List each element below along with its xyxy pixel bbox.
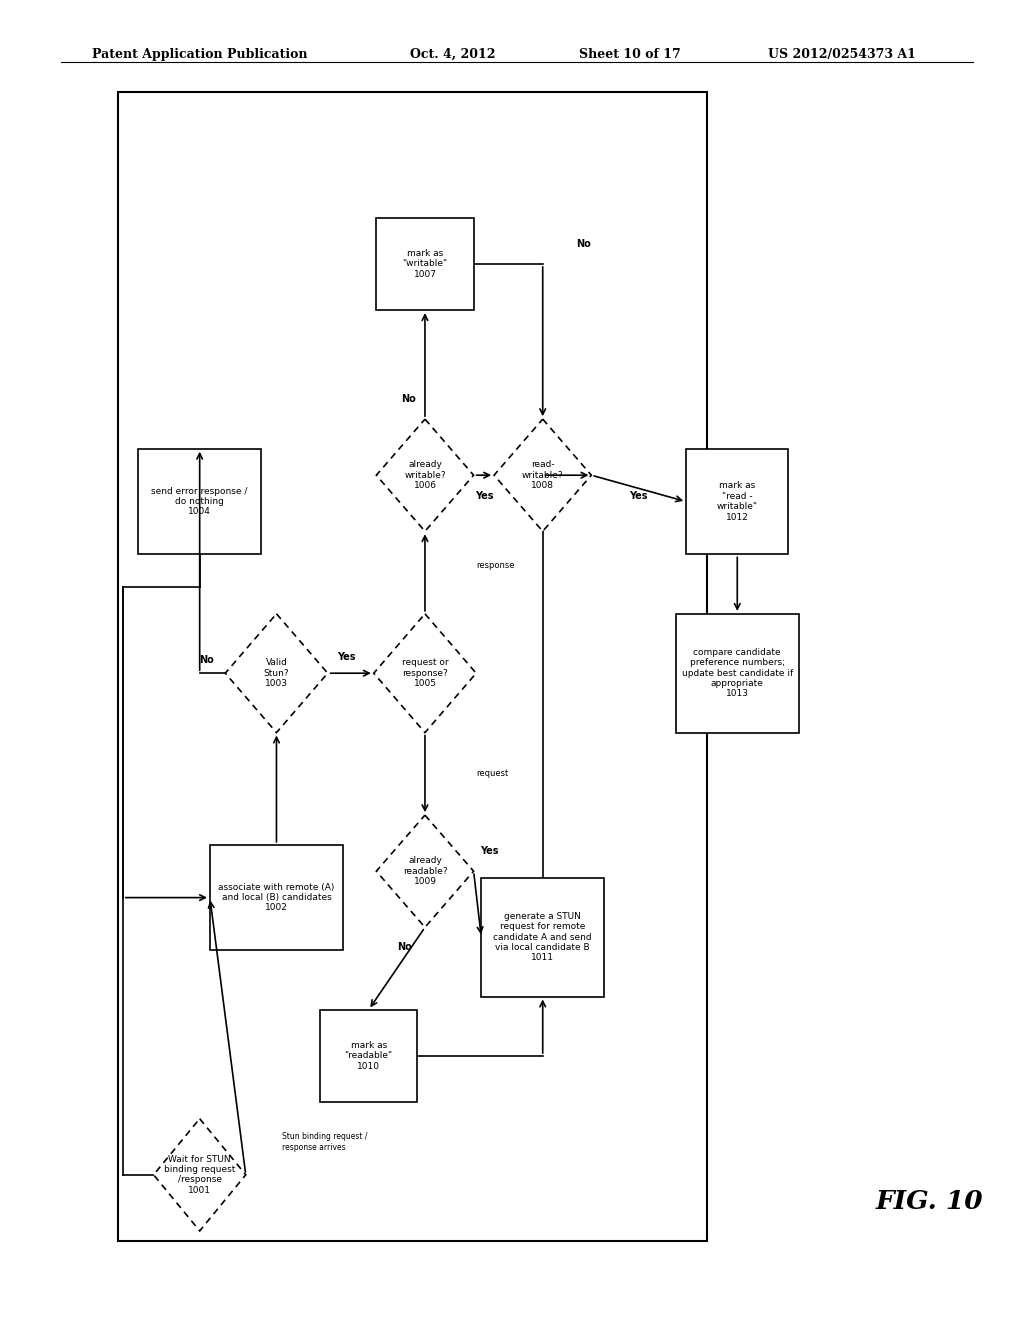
Text: associate with remote (A)
and local (B) candidates
1002: associate with remote (A) and local (B) … <box>218 883 335 912</box>
Text: FIG. 10: FIG. 10 <box>876 1189 983 1213</box>
FancyBboxPatch shape <box>481 878 604 997</box>
Polygon shape <box>154 1119 246 1230</box>
Text: Yes: Yes <box>337 652 355 663</box>
Text: read-
writable?
1008: read- writable? 1008 <box>522 461 563 490</box>
FancyBboxPatch shape <box>319 1010 418 1102</box>
FancyBboxPatch shape <box>377 218 473 310</box>
Text: Yes: Yes <box>474 491 494 502</box>
FancyBboxPatch shape <box>118 92 707 1241</box>
Text: Valid
Stun?
1003: Valid Stun? 1003 <box>263 659 290 688</box>
Text: No: No <box>397 942 412 952</box>
Text: Yes: Yes <box>630 491 648 502</box>
Text: Sheet 10 of 17: Sheet 10 of 17 <box>579 48 680 61</box>
Text: US 2012/0254373 A1: US 2012/0254373 A1 <box>768 48 915 61</box>
Text: Patent Application Publication: Patent Application Publication <box>92 48 307 61</box>
Text: Oct. 4, 2012: Oct. 4, 2012 <box>410 48 495 61</box>
FancyBboxPatch shape <box>686 449 788 554</box>
Polygon shape <box>374 614 476 733</box>
Text: No: No <box>200 655 214 665</box>
FancyBboxPatch shape <box>676 614 799 733</box>
Text: mark as
"readable"
1010: mark as "readable" 1010 <box>345 1041 392 1071</box>
Text: send error response /
do nothing
1004: send error response / do nothing 1004 <box>152 487 248 516</box>
Text: already
readable?
1009: already readable? 1009 <box>402 857 447 886</box>
Polygon shape <box>495 420 592 531</box>
Polygon shape <box>377 814 473 927</box>
FancyBboxPatch shape <box>210 845 343 950</box>
Text: No: No <box>577 239 591 249</box>
Text: already
writable?
1006: already writable? 1006 <box>404 461 445 490</box>
Text: Wait for STUN
binding request
/response
1001: Wait for STUN binding request /response … <box>164 1155 236 1195</box>
Polygon shape <box>377 420 473 531</box>
Text: request: request <box>476 770 508 779</box>
Text: compare candidate
preference numbers;
update best candidate if
appropriate
1013: compare candidate preference numbers; up… <box>682 648 793 698</box>
Polygon shape <box>225 614 328 733</box>
Text: mark as
"read -
writable"
1012: mark as "read - writable" 1012 <box>717 482 758 521</box>
Text: response: response <box>476 561 515 570</box>
Text: generate a STUN
request for remote
candidate A and send
via local candidate B
10: generate a STUN request for remote candi… <box>494 912 592 962</box>
FancyBboxPatch shape <box>138 449 261 554</box>
Text: Yes: Yes <box>479 846 499 857</box>
Text: Stun binding request /
response arrives: Stun binding request / response arrives <box>282 1133 367 1151</box>
Text: request or
response?
1005: request or response? 1005 <box>401 659 449 688</box>
Text: No: No <box>401 395 416 404</box>
Text: mark as
"writable"
1007: mark as "writable" 1007 <box>402 249 447 279</box>
